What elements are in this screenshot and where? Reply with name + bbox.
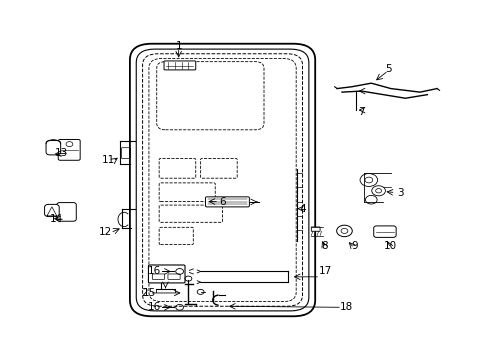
Text: 16: 16 — [147, 302, 161, 312]
Text: 18: 18 — [340, 302, 353, 312]
Text: 3: 3 — [396, 188, 403, 198]
Text: 11: 11 — [101, 155, 114, 165]
FancyBboxPatch shape — [58, 139, 80, 160]
Text: 8: 8 — [321, 241, 327, 251]
Text: 2: 2 — [141, 288, 147, 298]
Text: 15: 15 — [142, 288, 156, 298]
FancyBboxPatch shape — [148, 265, 184, 283]
FancyBboxPatch shape — [205, 197, 249, 207]
FancyBboxPatch shape — [373, 226, 395, 237]
FancyBboxPatch shape — [46, 140, 61, 155]
Text: 7: 7 — [358, 107, 364, 117]
Text: 6: 6 — [219, 197, 225, 207]
FancyBboxPatch shape — [311, 227, 320, 231]
Text: 9: 9 — [350, 241, 357, 251]
Text: 16: 16 — [147, 266, 161, 276]
Text: 12: 12 — [99, 227, 112, 237]
FancyBboxPatch shape — [57, 203, 76, 221]
Text: 10: 10 — [384, 241, 397, 251]
Text: 14: 14 — [50, 215, 63, 224]
FancyBboxPatch shape — [163, 61, 195, 70]
Text: 5: 5 — [384, 64, 391, 74]
FancyBboxPatch shape — [44, 204, 59, 217]
Text: 4: 4 — [299, 204, 305, 214]
Text: 1: 1 — [175, 41, 182, 50]
Text: 13: 13 — [55, 148, 68, 158]
Text: 17: 17 — [318, 266, 331, 276]
